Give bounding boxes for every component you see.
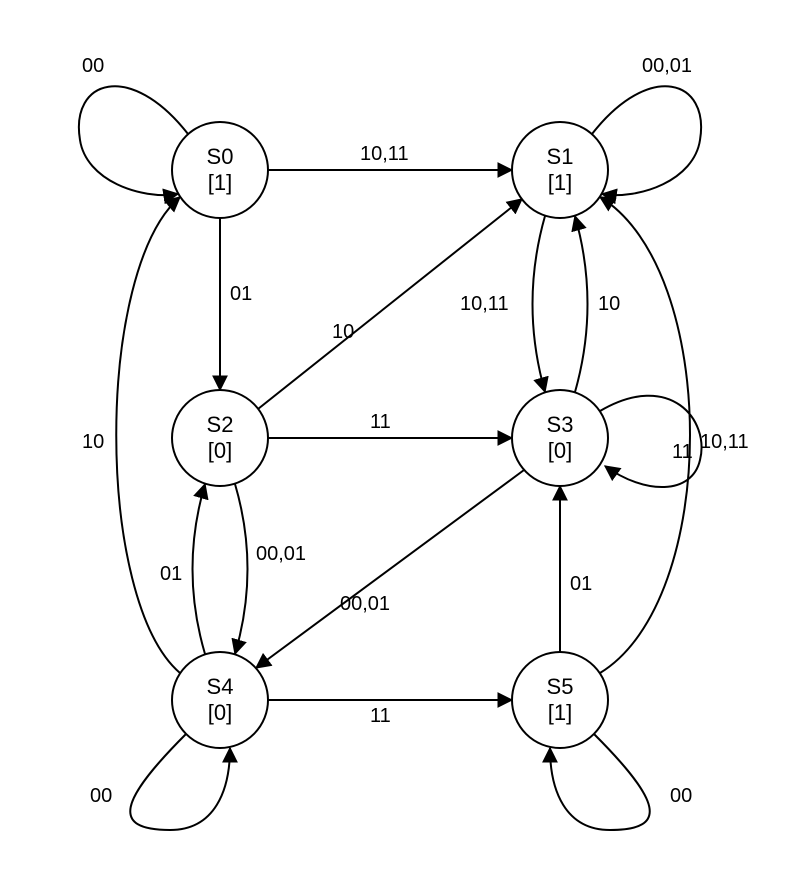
node-s0-output: [1] <box>208 170 232 195</box>
state-diagram: 00 00,01 10,11 01 10 10,11 10 11 11 00,0… <box>0 0 808 880</box>
node-s2-output: [0] <box>208 438 232 463</box>
node-s4: S4 [0] <box>172 652 268 748</box>
edge-s4-s2 <box>193 484 206 654</box>
edge-label-s0-s2: 01 <box>230 283 252 305</box>
edge-s0-self <box>79 86 188 195</box>
node-s3-output: [0] <box>548 438 572 463</box>
edge-label-s1-s3: 10,11 <box>460 293 509 315</box>
node-s1-name: S1 <box>547 144 574 169</box>
edge-s1-self <box>592 86 701 195</box>
node-s4-output: [0] <box>208 700 232 725</box>
node-s3: S3 [0] <box>512 390 608 486</box>
node-s1: S1 [1] <box>512 122 608 218</box>
node-s1-output: [1] <box>548 170 572 195</box>
node-s0-name: S0 <box>207 144 234 169</box>
edge-label-s4-s2: 01 <box>160 563 182 585</box>
edge-label-s3-s4: 00,01 <box>340 593 390 615</box>
edge-label-s2-s3: 11 <box>370 411 391 433</box>
edge-s2-s4 <box>235 484 248 654</box>
edge-label-s0-self: 00 <box>82 55 104 77</box>
edge-label-s3-s1: 10 <box>598 293 620 315</box>
edge-label-s2-s4: 00,01 <box>256 543 306 565</box>
edge-label-s0-s1: 10,11 <box>360 143 409 165</box>
edge-label-s2-s1: 10 <box>332 321 354 343</box>
edge-s3-s1 <box>575 216 588 392</box>
edge-label-s5-s1: 10,11 <box>700 431 749 453</box>
node-s2: S2 [0] <box>172 390 268 486</box>
edge-label-s5-self: 00 <box>670 785 692 807</box>
edge-label-s4-self: 00 <box>90 785 112 807</box>
edge-s4-s0 <box>116 197 180 673</box>
edge-s5-s1 <box>600 197 690 673</box>
node-s0: S0 [1] <box>172 122 268 218</box>
edge-label-s4-s0: 10 <box>82 431 104 453</box>
node-s3-name: S3 <box>547 412 574 437</box>
edge-s3-s4 <box>256 470 524 668</box>
node-s4-name: S4 <box>207 674 234 699</box>
node-s5-name: S5 <box>547 674 574 699</box>
node-s2-name: S2 <box>207 412 234 437</box>
edge-s1-s3 <box>533 216 546 392</box>
node-s5: S5 [1] <box>512 652 608 748</box>
edge-label-s5-s3: 01 <box>570 573 592 595</box>
edge-label-s1-self: 00,01 <box>642 55 692 77</box>
node-s5-output: [1] <box>548 700 572 725</box>
edge-label-s4-s5: 11 <box>370 705 391 727</box>
